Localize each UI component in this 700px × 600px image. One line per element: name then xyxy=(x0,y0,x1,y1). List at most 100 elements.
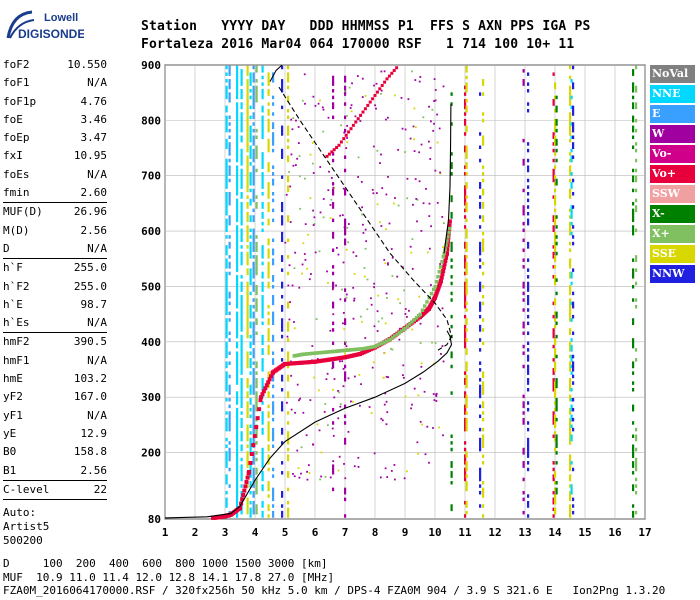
interference-dot xyxy=(261,500,264,505)
interference-dot xyxy=(552,215,555,219)
interference-dot xyxy=(464,304,467,309)
interference-dot xyxy=(635,175,638,179)
spread-echo-dot xyxy=(428,461,430,464)
interference-dot xyxy=(569,138,572,143)
interference-dot xyxy=(267,168,270,173)
interference-dot xyxy=(527,308,530,312)
interference-dot xyxy=(246,79,249,83)
spread-echo-dot xyxy=(433,100,436,102)
interference-dot xyxy=(252,384,255,389)
interference-dot xyxy=(570,338,573,342)
interference-dot xyxy=(236,371,239,375)
spread-echo-dot xyxy=(373,452,376,455)
interference-dot xyxy=(482,328,485,332)
legend-item-nnw: NNW xyxy=(650,265,695,283)
spread-echo-dot xyxy=(413,150,416,153)
interference-dot xyxy=(555,251,558,256)
interference-dot xyxy=(465,268,468,272)
spread-echo-dot xyxy=(339,214,342,217)
spread-echo-dot xyxy=(300,472,302,475)
interference-dot xyxy=(450,211,453,216)
interference-dot xyxy=(635,457,638,462)
interference-dot xyxy=(255,79,258,83)
interference-dot xyxy=(246,138,249,143)
interference-dot xyxy=(632,188,635,193)
interference-dot xyxy=(236,128,239,133)
param-value: 2.60 xyxy=(80,186,108,200)
interference-dot xyxy=(267,481,270,485)
interference-dot xyxy=(554,275,557,279)
legend-item-voplus: Vo+ xyxy=(650,165,695,183)
spread-echo-dot xyxy=(296,383,299,386)
spread-echo-dot xyxy=(385,423,388,426)
o-trace-echo xyxy=(254,425,259,430)
interference-dot xyxy=(450,122,453,126)
interference-dot xyxy=(632,318,635,322)
spread-echo-dot xyxy=(293,321,295,323)
interference-dot xyxy=(236,72,239,76)
interference-dot xyxy=(569,431,572,435)
interference-dot xyxy=(240,361,243,365)
interference-dot xyxy=(228,148,231,153)
interference-dot xyxy=(252,427,255,432)
interference-dot xyxy=(479,281,482,286)
interference-dot xyxy=(236,172,239,176)
interference-dot xyxy=(240,201,243,206)
interference-dot xyxy=(332,182,335,186)
interference-dot xyxy=(479,368,482,372)
interference-dot xyxy=(482,231,485,236)
x-trace-echo xyxy=(303,352,307,356)
interference-dot xyxy=(255,301,258,306)
x-trace-echo xyxy=(339,349,343,353)
interference-dot xyxy=(344,374,347,379)
interference-dot xyxy=(240,391,243,395)
param-name: fmin xyxy=(3,186,30,200)
param-name: h`Es xyxy=(3,316,30,330)
param-row: h`F2 255.0 xyxy=(3,278,107,296)
spread-echo-dot xyxy=(375,107,377,110)
interference-dot xyxy=(228,115,231,120)
interference-dot xyxy=(464,98,467,103)
spread-echo-dot xyxy=(442,360,445,363)
interference-dot xyxy=(225,95,228,100)
interference-dot xyxy=(236,471,239,475)
spread-echo-dot xyxy=(313,222,316,225)
interference-dot xyxy=(236,447,239,452)
interference-dot xyxy=(635,89,638,93)
interference-dot xyxy=(569,178,572,183)
interference-dot xyxy=(272,208,275,213)
param-value: 22 xyxy=(93,482,107,496)
interference-dot xyxy=(555,225,558,229)
interference-dot xyxy=(552,497,555,502)
spread-echo-dot xyxy=(404,313,407,315)
interference-dot xyxy=(225,122,228,126)
interference-dot xyxy=(255,441,258,445)
interference-dot xyxy=(261,358,264,362)
interference-dot xyxy=(240,211,243,216)
x-trace-echo xyxy=(378,342,382,347)
interference-dot xyxy=(632,364,635,369)
interference-dot xyxy=(465,155,468,159)
interference-dot xyxy=(236,215,239,219)
interference-dot xyxy=(246,102,249,106)
x-trace-echo xyxy=(441,255,446,259)
interference-dot xyxy=(527,298,530,302)
x-trace-echo xyxy=(405,324,410,328)
interference-dot xyxy=(246,510,249,515)
upper-trace-echo xyxy=(363,107,367,111)
o-trace-echo xyxy=(242,488,247,493)
y-tick-label: 400 xyxy=(141,336,161,349)
interference-dot xyxy=(554,510,557,515)
interference-dot xyxy=(240,112,243,116)
interference-dot xyxy=(255,321,258,326)
interference-dot xyxy=(228,404,231,409)
spread-echo-dot xyxy=(422,116,425,119)
interference-dot xyxy=(552,172,555,176)
interference-dot xyxy=(228,484,231,488)
interference-dot xyxy=(522,238,525,243)
param-row: h`E 98.7 xyxy=(3,296,107,314)
interference-dot xyxy=(632,118,635,123)
interference-dot xyxy=(570,424,573,429)
interference-dot xyxy=(464,328,467,332)
interference-dot xyxy=(632,72,635,76)
